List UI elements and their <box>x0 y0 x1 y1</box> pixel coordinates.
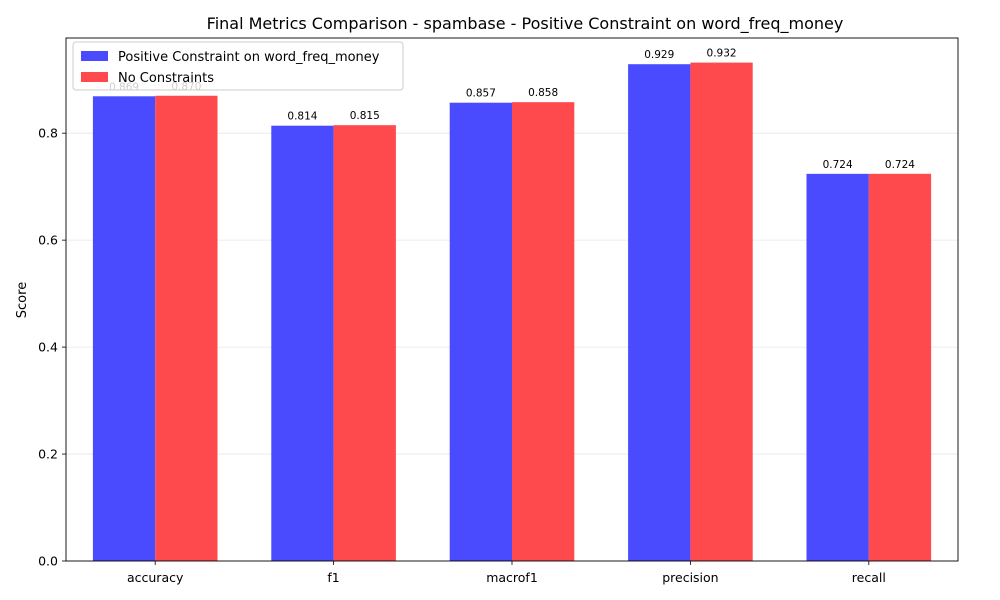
x-tick-label: precision <box>662 570 718 585</box>
bar-value-label: 0.857 <box>466 88 496 100</box>
bar <box>271 125 334 562</box>
plot-frame <box>65 37 959 562</box>
bar-value-label: 0.724 <box>823 159 853 171</box>
legend-label: Positive Constraint on word_freq_money <box>118 50 380 65</box>
x-tick-label: macrof1 <box>486 570 538 585</box>
legend-swatch <box>81 72 108 82</box>
legend: Positive Constraint on word_freq_money No… <box>72 41 404 91</box>
x-tick-label: f1 <box>327 570 339 585</box>
bar <box>512 102 575 561</box>
x-tick-label: accuracy <box>127 570 184 585</box>
bar <box>690 62 753 561</box>
bar <box>449 102 512 561</box>
bar-value-label: 0.858 <box>528 87 558 99</box>
axes: 0.0 0.2 0.4 0.6 0.8 accuracy f1 macrof1 precisio… <box>38 37 959 585</box>
x-tick-label: recall <box>852 570 886 585</box>
bar <box>628 64 691 561</box>
y-tick-label: 0.0 <box>38 554 58 569</box>
legend-label: No Constraints <box>118 71 214 86</box>
bar <box>333 125 396 562</box>
bar-value-label: 0.929 <box>644 49 674 61</box>
bar <box>868 173 932 561</box>
y-tick-label: 0.8 <box>38 126 58 141</box>
bar-value-label: 0.724 <box>885 159 915 171</box>
legend-box <box>72 41 404 91</box>
bar <box>155 95 218 561</box>
y-axis-label: Score <box>15 282 30 318</box>
y-tick-label: 0.4 <box>38 340 58 355</box>
bar <box>92 96 156 561</box>
bar-value-label: 0.814 <box>287 111 317 123</box>
y-tick-label: 0.6 <box>38 233 58 248</box>
legend-swatch <box>81 51 108 61</box>
bar-value-label: 0.815 <box>350 110 380 122</box>
bars <box>92 62 932 562</box>
bar-value-label: 0.932 <box>707 48 737 60</box>
y-tick-label: 0.2 <box>38 447 58 462</box>
bar <box>806 173 869 561</box>
chart-title: Final Metrics Comparison - spambase - Po… <box>207 14 844 34</box>
